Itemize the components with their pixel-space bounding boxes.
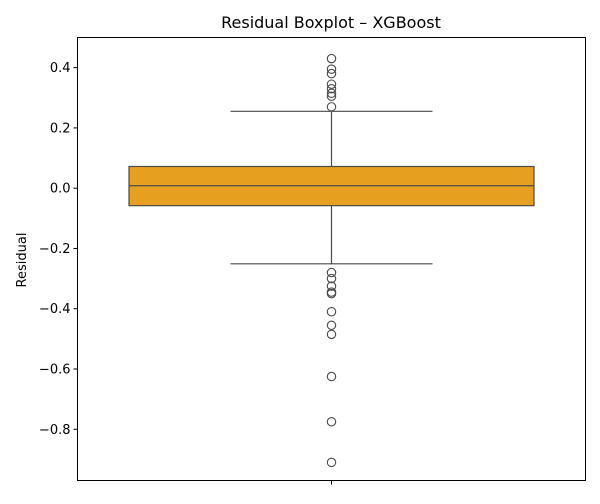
- chart-title: Residual Boxplot – XGBoost: [221, 13, 441, 32]
- outlier-point-13: [326, 306, 337, 317]
- outlier-point-2: [326, 68, 337, 79]
- outlier-point-10: [326, 281, 337, 291]
- y-tick-label-2: 0.0: [50, 182, 71, 197]
- outlier-point-17: [326, 416, 337, 427]
- outlier-point-4: [326, 83, 337, 94]
- y-axis-label: Residual: [15, 233, 30, 288]
- outlier-point-8: [326, 267, 337, 278]
- outlier-point-6: [326, 91, 337, 102]
- outlier-point-5: [326, 88, 337, 99]
- outlier-point-9: [326, 273, 337, 284]
- y-tick-label-0: 0.4: [50, 61, 71, 76]
- y-tick-label-6: −0.8: [39, 423, 71, 438]
- y-tick-label-4: −0.4: [39, 302, 71, 317]
- y-tick-label-5: −0.6: [39, 362, 71, 377]
- outlier-point-15: [326, 329, 337, 340]
- outlier-point-1: [326, 64, 337, 74]
- plot-area: 0.4 0.2 0.0 −0.2 −0.4 −0.6 −0.8: [39, 53, 535, 485]
- outlier-point-3: [326, 79, 337, 89]
- outlier-point-7: [326, 102, 337, 112]
- outlier-point-18: [326, 457, 337, 468]
- outlier-point-0: [326, 53, 337, 64]
- plot-frame: [77, 37, 586, 481]
- outlier-point-12: [326, 288, 337, 299]
- y-tick-label-3: −0.2: [39, 242, 71, 257]
- outlier-point-16: [326, 371, 337, 382]
- outlier-point-14: [326, 320, 337, 331]
- y-tick-label-1: 0.2: [50, 121, 71, 136]
